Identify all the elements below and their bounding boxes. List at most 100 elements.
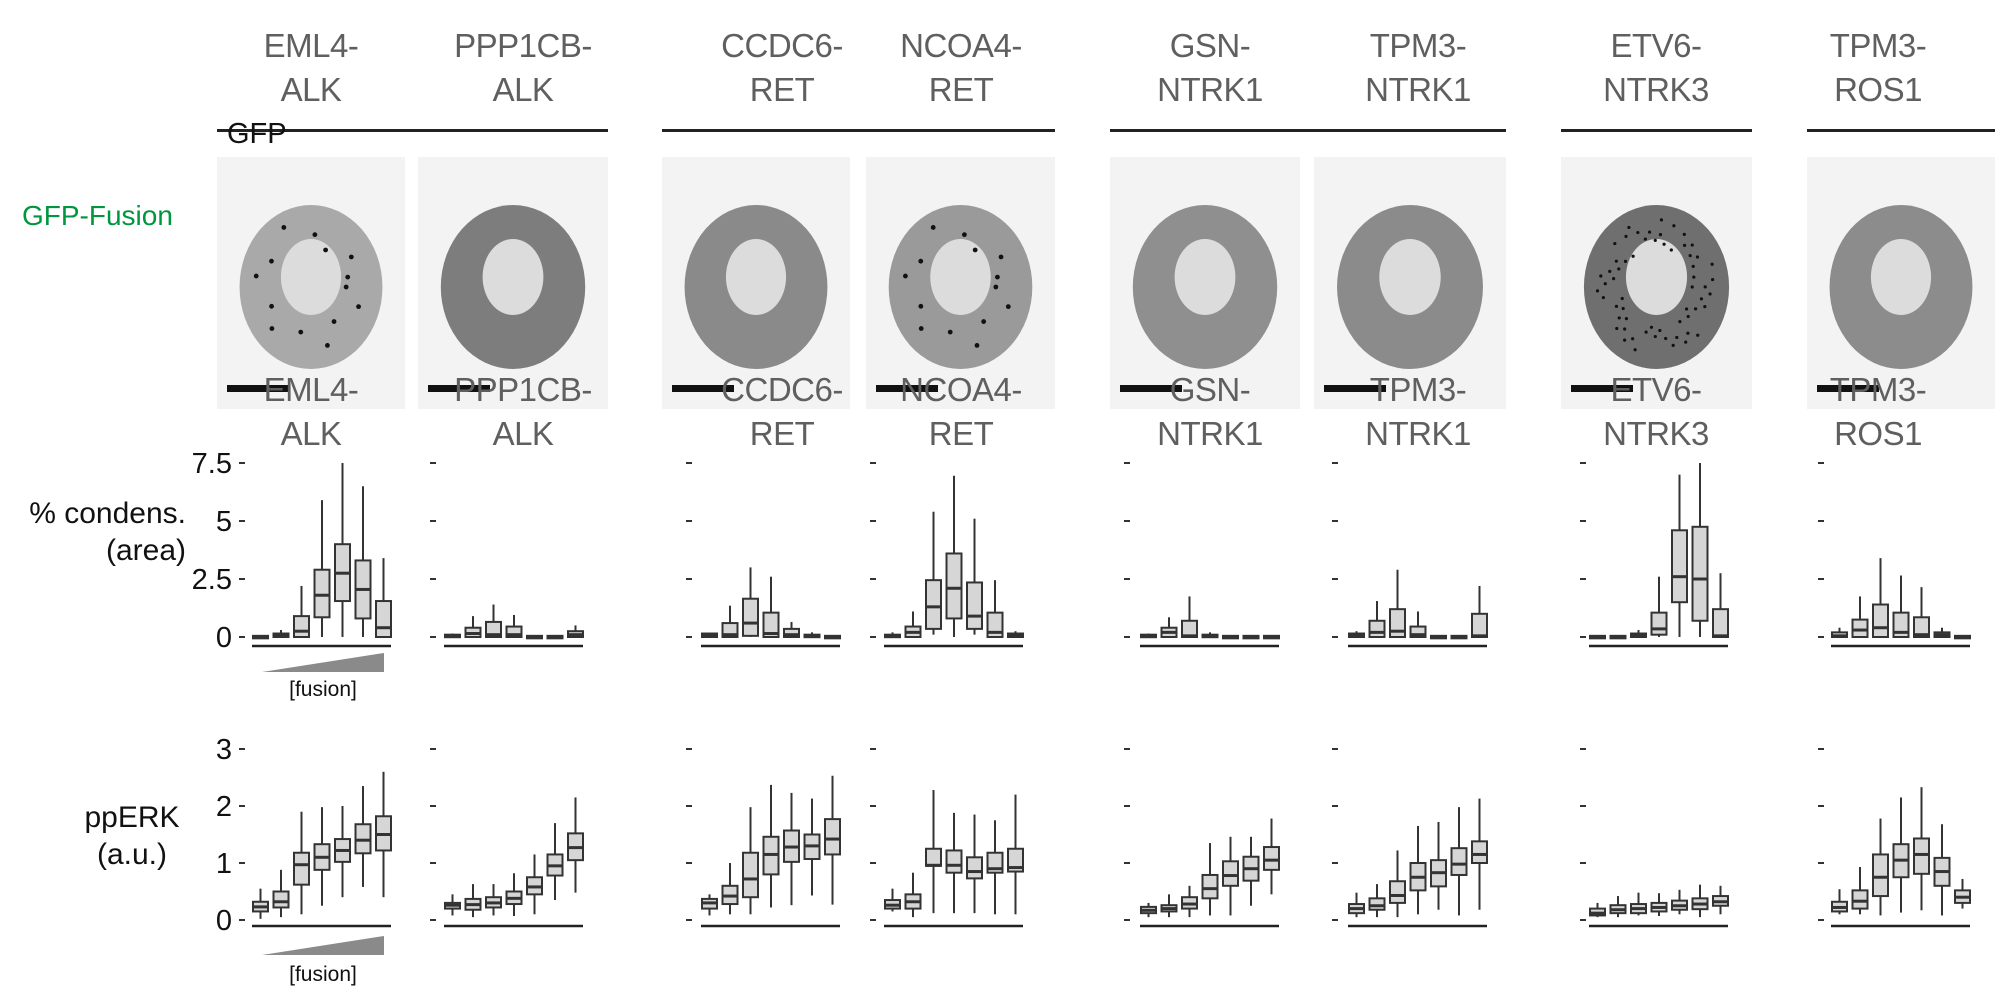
ytick-label: 2.5	[192, 564, 232, 596]
box-etv6-ntrk3-1	[1609, 896, 1627, 918]
condensate-punctum	[345, 274, 351, 280]
condensate-punctum	[1686, 314, 1690, 319]
box-tpm3-ntrk1-3	[1409, 611, 1427, 638]
fusion-name-line1: TPM3-	[1829, 371, 1927, 408]
condensate-punctum	[1636, 230, 1640, 235]
box-tpm3-ros1-6	[1954, 634, 1971, 640]
box-ccdc6-ret-3	[762, 784, 780, 908]
condensate-punctum	[1613, 241, 1617, 246]
condensate-punctum	[1617, 316, 1621, 320]
condensate-punctum	[1684, 307, 1689, 311]
box-gsn-ntrk1-2	[1181, 885, 1198, 918]
condensate-punctum	[1644, 330, 1648, 334]
fusion-name-line2: RET	[749, 415, 815, 452]
box-eml4-alk-1	[272, 630, 290, 639]
condensate-punctum	[1624, 316, 1629, 321]
cell-nucleus	[482, 239, 544, 315]
condensate-punctum	[323, 247, 328, 253]
box-tpm3-ros1-1	[1851, 866, 1869, 915]
condensate-punctum	[1643, 237, 1647, 241]
box-ppp1cb-alk-0	[444, 633, 461, 639]
box-ncoa4-ret-5	[986, 580, 1004, 639]
box	[1671, 529, 1688, 604]
plot-header-label-5: TPM3- NTRK1	[1308, 368, 1528, 456]
fusion-name-line2: NTRK3	[1603, 415, 1709, 452]
ytick-label: 7.5	[192, 448, 232, 480]
condensate-punctum	[269, 326, 275, 331]
condensate-punctum	[1664, 336, 1668, 341]
gfp-fusion-row-label: GFP-Fusion	[22, 200, 173, 231]
box-tpm3-ntrk1-2	[1389, 569, 1406, 638]
condensate-punctum	[269, 303, 274, 309]
fusion-name-line2: ALK	[492, 415, 554, 452]
condens-ylabel-line1: % condens.	[29, 497, 186, 530]
box-etv6-ntrk3-2	[1630, 892, 1647, 916]
plot-header-label-7: TPM3- ROS1	[1768, 368, 1988, 456]
box	[1007, 847, 1024, 873]
condensate-punctum	[918, 326, 924, 331]
box-ppp1cb-alk-4	[526, 854, 543, 915]
box	[1222, 860, 1239, 887]
box-tpm3-ntrk1-4	[1430, 634, 1447, 640]
condensate-punctum	[1653, 238, 1657, 243]
condensate-punctum	[1005, 304, 1011, 310]
box	[783, 627, 800, 639]
box-gsn-ntrk1-6	[1263, 818, 1280, 895]
condensate-punctum	[325, 343, 330, 348]
box-eml4-alk-5	[354, 486, 372, 637]
box	[375, 600, 392, 638]
scale-bar	[876, 385, 938, 392]
fusion-name-line1: TPM3-	[1829, 27, 1927, 64]
box	[272, 890, 290, 909]
box-etv6-ntrk3-0	[1589, 634, 1606, 640]
fusion-name-line2: NTRK3	[1603, 71, 1709, 108]
condensate-punctum	[1711, 277, 1715, 282]
box	[762, 611, 780, 639]
condensate-punctum	[1595, 289, 1600, 293]
box-ncoa4-ret-5	[986, 820, 1004, 915]
box-ncoa4-ret-0	[884, 888, 901, 912]
micrograph-4	[1110, 157, 1300, 409]
box-ncoa4-ret-2	[925, 790, 942, 914]
condensate-punctum	[1612, 277, 1616, 281]
fusion-name-line1: GSN-	[1169, 27, 1251, 64]
box-gsn-ntrk1-3	[1201, 632, 1219, 639]
box-ppp1cb-alk-5	[546, 823, 564, 901]
box-ncoa4-ret-1	[904, 872, 922, 918]
box-ppp1cb-alk-1	[464, 884, 482, 918]
condensate-punctum	[1623, 259, 1628, 263]
box-ccdc6-ret-4	[783, 621, 800, 639]
condensate-punctum	[974, 343, 980, 348]
condensate-punctum	[1623, 327, 1627, 331]
box-ppp1cb-alk-6	[567, 625, 584, 639]
box-tpm3-ros1-2	[1872, 558, 1889, 639]
cell-nucleus	[930, 239, 991, 315]
condensate-punctum	[1617, 267, 1621, 271]
plot-header-label-0: EML4- ALK	[201, 368, 421, 456]
condensate-punctum	[331, 319, 337, 324]
image-header-label-1: PPP1CB- ALK	[413, 24, 633, 112]
fusion-name-line1: ETV6-	[1610, 371, 1702, 408]
fusion-name-line1: EML4-	[263, 371, 359, 408]
condensate-punctum	[1686, 331, 1690, 335]
box-eml4-alk-6	[375, 558, 392, 638]
box-ncoa4-ret-1	[904, 611, 922, 638]
micrograph-1	[418, 157, 608, 409]
box-ncoa4-ret-3	[945, 475, 963, 637]
box	[1851, 889, 1869, 910]
image-header-label-7: TPM3- ROS1	[1768, 24, 1988, 112]
condensate-punctum	[981, 319, 987, 324]
condensate-punctum	[1688, 253, 1692, 258]
condensate-punctum	[1614, 304, 1619, 308]
box-gsn-ntrk1-1	[1160, 894, 1178, 918]
box-ccdc6-ret-3	[762, 576, 780, 639]
box	[742, 597, 759, 637]
fusion-name-line1: TPM3-	[1369, 27, 1467, 64]
box-ccdc6-ret-1	[721, 605, 739, 639]
box-etv6-ntrk3-0	[1589, 902, 1606, 918]
micrograph-6	[1561, 157, 1752, 409]
box	[925, 847, 942, 867]
box	[1471, 612, 1488, 638]
gfp-channel-label: GFP	[227, 118, 287, 150]
condens-ylabel-line2: (area)	[105, 534, 186, 567]
